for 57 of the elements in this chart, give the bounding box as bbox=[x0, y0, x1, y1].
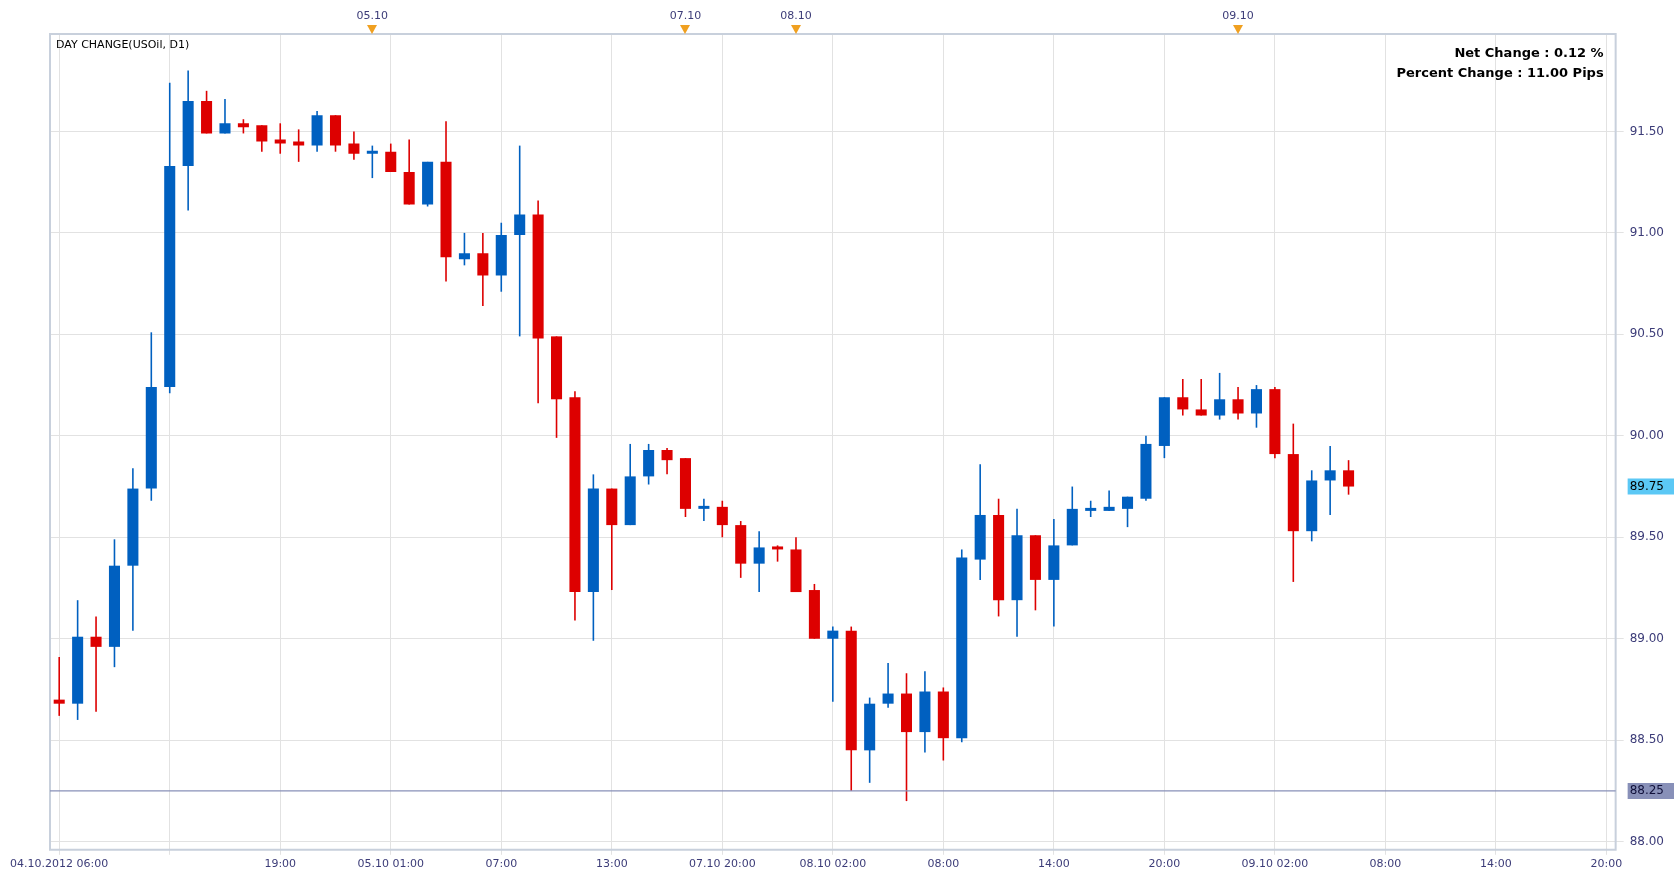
text: 08.10 bbox=[780, 9, 812, 23]
candlestick bbox=[1343, 459, 1355, 496]
y-tick-label: 88.00 bbox=[1629, 833, 1665, 848]
x-tick-label: 04.10.2012 06:00 bbox=[10, 857, 109, 871]
candlestick bbox=[827, 625, 839, 703]
candlestick bbox=[274, 122, 286, 155]
candlestick bbox=[1195, 378, 1207, 417]
text: 05.10 bbox=[356, 9, 389, 23]
y-tick-label: 90.50 bbox=[1629, 326, 1665, 341]
y-tick-label: 91.50 bbox=[1629, 123, 1665, 138]
candlestick bbox=[1103, 489, 1115, 512]
candlestick bbox=[256, 124, 268, 153]
x-tick-label: 20:00 bbox=[1148, 857, 1181, 871]
candlestick bbox=[753, 530, 765, 593]
candlestick bbox=[1177, 378, 1189, 417]
y-tick-label: 89.00 bbox=[1629, 630, 1665, 645]
x-tick-label: 13:00 bbox=[595, 857, 628, 871]
candlestick bbox=[90, 615, 102, 713]
chart-title: DAY CHANGE(USOil, D1) bbox=[56, 38, 190, 52]
y-tick-label: 88.50 bbox=[1629, 732, 1665, 747]
y-tick-label: 90.00 bbox=[1629, 427, 1665, 442]
x-tick-label: 08:00 bbox=[927, 857, 960, 871]
candlestick bbox=[385, 142, 397, 173]
x-tick-label: 14:00 bbox=[1038, 857, 1070, 871]
candlestick bbox=[716, 499, 728, 539]
x-tick-label: 09.10 02:00 bbox=[1241, 857, 1309, 871]
candlestick bbox=[348, 130, 360, 161]
candlestick bbox=[661, 447, 673, 476]
x-tick-label: 08.10 02:00 bbox=[799, 857, 867, 871]
annotation: Net Change : 0.12 % bbox=[1454, 45, 1604, 61]
candlestick bbox=[1122, 495, 1134, 528]
x-tick-label: 07:00 bbox=[485, 857, 518, 871]
text: 07.10 bbox=[669, 9, 702, 23]
x-tick-label: 20:00 bbox=[1590, 857, 1623, 871]
y-tick-label: 91.00 bbox=[1629, 225, 1665, 239]
y-tick-label: 89.50 bbox=[1629, 529, 1665, 544]
candlestick bbox=[458, 232, 470, 267]
candlestick bbox=[1232, 386, 1244, 421]
x-tick-label: 14:00 bbox=[1480, 857, 1512, 871]
candlestick bbox=[882, 662, 894, 709]
candlestick bbox=[219, 98, 231, 135]
ref-line-label: 88.25 bbox=[1629, 783, 1665, 798]
candlestick bbox=[698, 497, 710, 522]
candlestick bbox=[1324, 445, 1336, 516]
x-tick-label: 08:00 bbox=[1369, 857, 1402, 871]
text: 09.10 bbox=[1222, 9, 1254, 23]
candlestick bbox=[1214, 372, 1226, 421]
x-tick-label: 07.10 20:00 bbox=[688, 857, 756, 871]
text: 89.75 bbox=[1629, 478, 1665, 493]
candlestick bbox=[477, 232, 489, 307]
x-tick-label: 19:00 bbox=[264, 857, 297, 871]
candlestick bbox=[293, 128, 305, 163]
candlestick bbox=[366, 144, 378, 179]
annotation: Percent Change : 11.00 Pips bbox=[1396, 65, 1604, 81]
x-tick-label: 05.10 01:00 bbox=[357, 857, 425, 871]
candlestick bbox=[53, 656, 65, 717]
candlestick bbox=[514, 144, 526, 338]
